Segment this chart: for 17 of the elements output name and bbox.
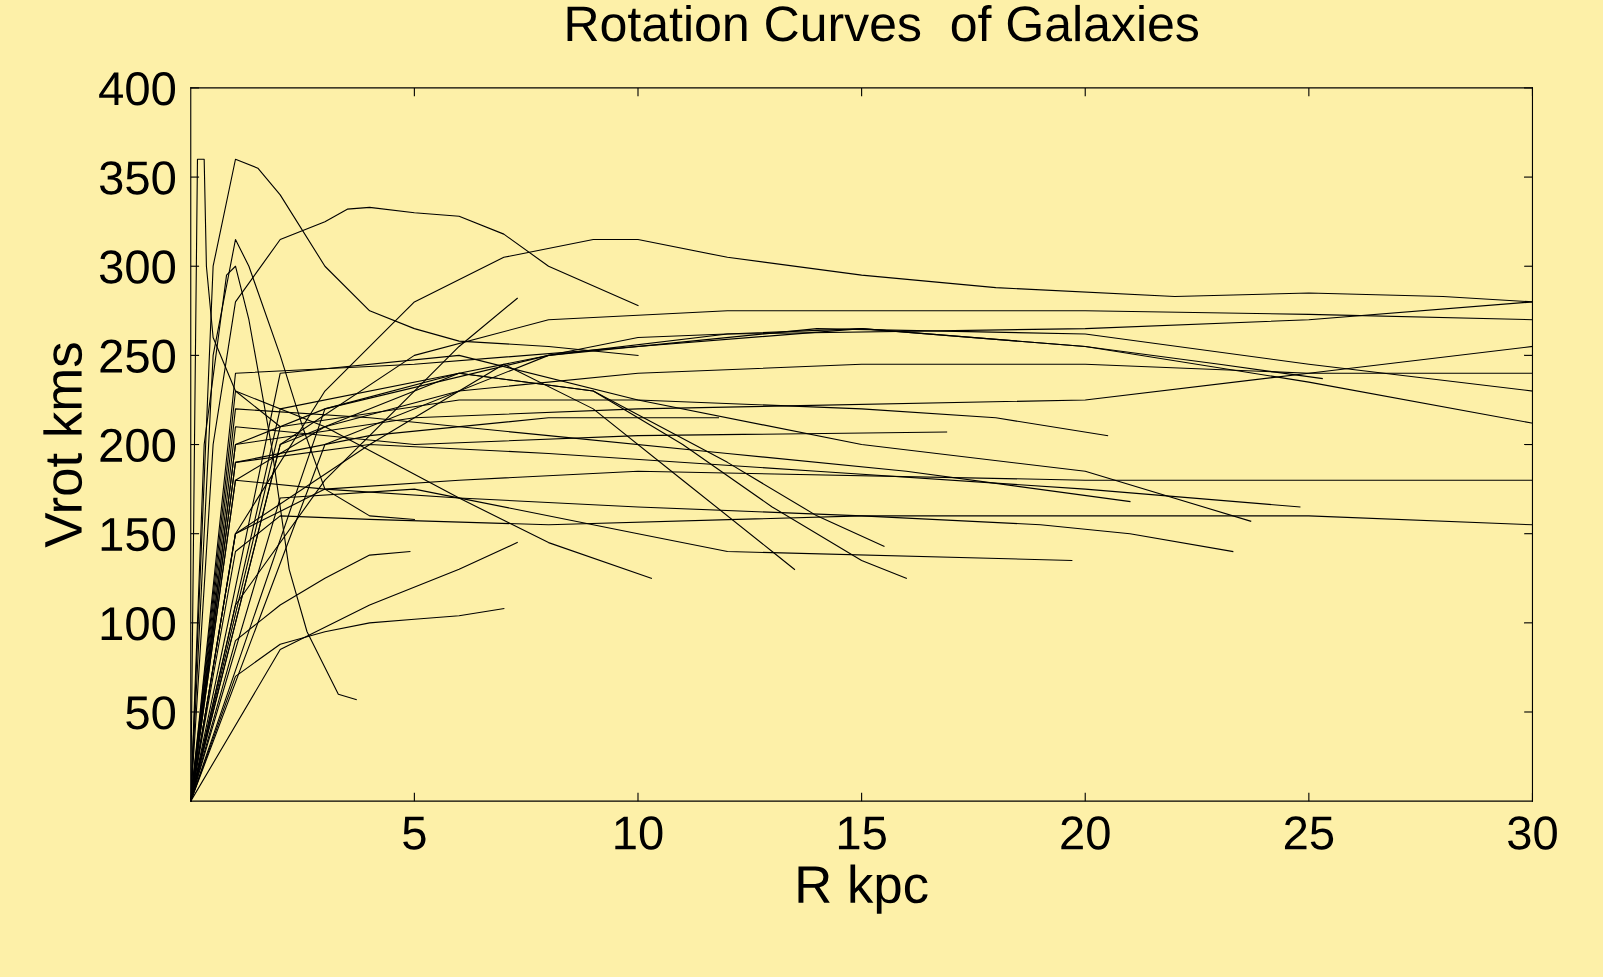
x-tick-label: 10	[615, 816, 663, 850]
y-tick-label: 200	[100, 428, 176, 463]
x-tick-label: 20	[1061, 816, 1110, 850]
y-tick-label: 350	[99, 161, 176, 195]
x-tick-label: 30	[1508, 816, 1557, 850]
x-tick-label: 15	[838, 816, 886, 850]
x-axis-title: R kpc	[798, 864, 928, 914]
y-tick-label: 300	[99, 250, 176, 284]
y-tick-label: 250	[100, 339, 176, 373]
y-tick-label: 400	[99, 72, 176, 106]
y-tick-label: 150	[101, 517, 176, 552]
y-axis-title: Vrot kms	[43, 343, 83, 548]
y-tick-label: 100	[101, 606, 176, 641]
x-tick-label: 5	[403, 816, 426, 850]
y-tick-label: 50	[126, 696, 176, 730]
chart-title: Rotation Curves of Galaxies	[567, 4, 1199, 42]
x-tick-label: 25	[1284, 816, 1334, 850]
